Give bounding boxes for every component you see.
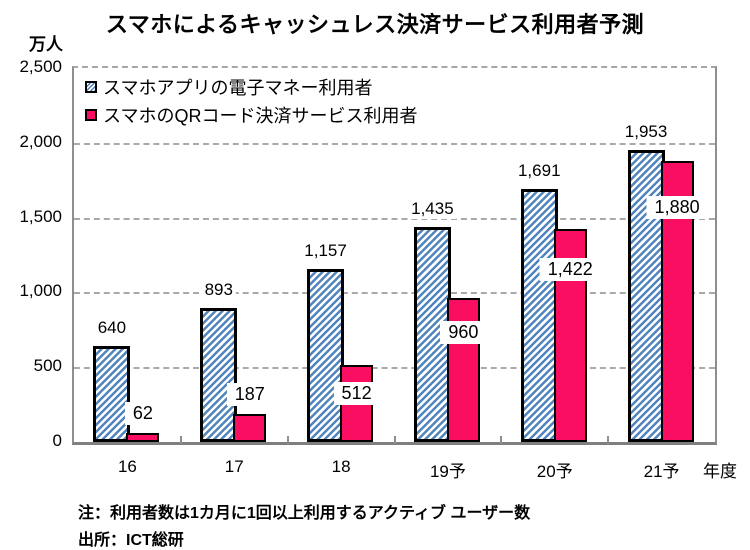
x-tick-label: 16	[117, 457, 137, 476]
gridline	[74, 142, 715, 145]
bar-value-label: 960	[440, 321, 487, 345]
y-tick-label: 1,000	[19, 281, 62, 301]
legend-item-electronic-money: スマホアプリの電子マネー利用者	[85, 73, 417, 101]
hatched-blue-swatch-icon	[85, 81, 97, 93]
source-line: 出所：ICT総研	[78, 532, 184, 549]
bar-qr-payment	[446, 298, 480, 442]
legend-item-qr-payment: スマホのQRコード決済サービス利用者	[85, 101, 417, 129]
legend: スマホアプリの電子マネー利用者 スマホのQRコード決済サービス利用者	[85, 73, 417, 129]
y-tick-label: 500	[33, 356, 62, 376]
x-axis-tick	[500, 436, 503, 444]
bar-electronic-money	[627, 149, 665, 442]
y-axis-unit-label: 万人	[29, 35, 63, 54]
bar-value-label: 640	[94, 318, 130, 339]
bar-value-label: 1,880	[646, 196, 708, 220]
chart-title: スマホによるキャッシュレス決済サービス利用者予測	[105, 12, 645, 37]
x-axis-tick	[286, 436, 289, 444]
bar-value-label: 1,157	[301, 240, 350, 261]
x-tick-label: 17	[224, 457, 244, 476]
plot-area: スマホアプリの電子マネー利用者 スマホのQRコード決済サービス利用者 640 62…	[72, 66, 717, 445]
pink-swatch-icon	[85, 109, 97, 121]
x-tick-label: 20予	[536, 462, 573, 481]
gridline	[74, 292, 715, 295]
y-tick-label: 1,500	[19, 206, 62, 226]
bar-value-label: 512	[333, 382, 380, 406]
x-tick-label: 19予	[429, 462, 466, 481]
y-tick-label: 2,000	[19, 131, 62, 151]
x-axis-tick	[179, 436, 182, 444]
x-tick-label: 21予	[643, 462, 680, 481]
x-axis-unit-label: 年度	[703, 462, 737, 481]
gridline	[74, 217, 715, 220]
bar-electronic-money	[200, 308, 238, 442]
legend-label: スマホアプリの電子マネー利用者	[103, 78, 373, 98]
gridline	[74, 367, 715, 370]
x-tick-label: 18	[331, 457, 351, 476]
bar-electronic-money	[520, 189, 558, 442]
x-axis-tick	[393, 436, 396, 444]
y-tick-label: 0	[52, 431, 62, 450]
bar-value-label: 1,435	[408, 199, 457, 220]
x-axis-tick	[607, 436, 610, 444]
bar-electronic-money	[307, 268, 345, 442]
bar-value-label: 62	[124, 401, 161, 425]
y-tick-label: 2,500	[19, 57, 62, 76]
bar-value-label: 187	[226, 383, 273, 407]
bar-value-label: 1,691	[514, 161, 564, 182]
bar-qr-payment	[126, 432, 160, 442]
bar-value-label: 1,422	[539, 258, 601, 282]
note-line: 注：利用者数は1カ月に1回以上利用するアクティブ ユーザー数	[78, 505, 531, 522]
legend-label: スマホのQRコード決済サービス利用者	[103, 106, 418, 126]
bar-value-label: 893	[201, 280, 236, 301]
bar-value-label: 1,953	[621, 121, 671, 142]
bar-qr-payment	[233, 414, 267, 442]
bar-electronic-money	[93, 346, 131, 442]
